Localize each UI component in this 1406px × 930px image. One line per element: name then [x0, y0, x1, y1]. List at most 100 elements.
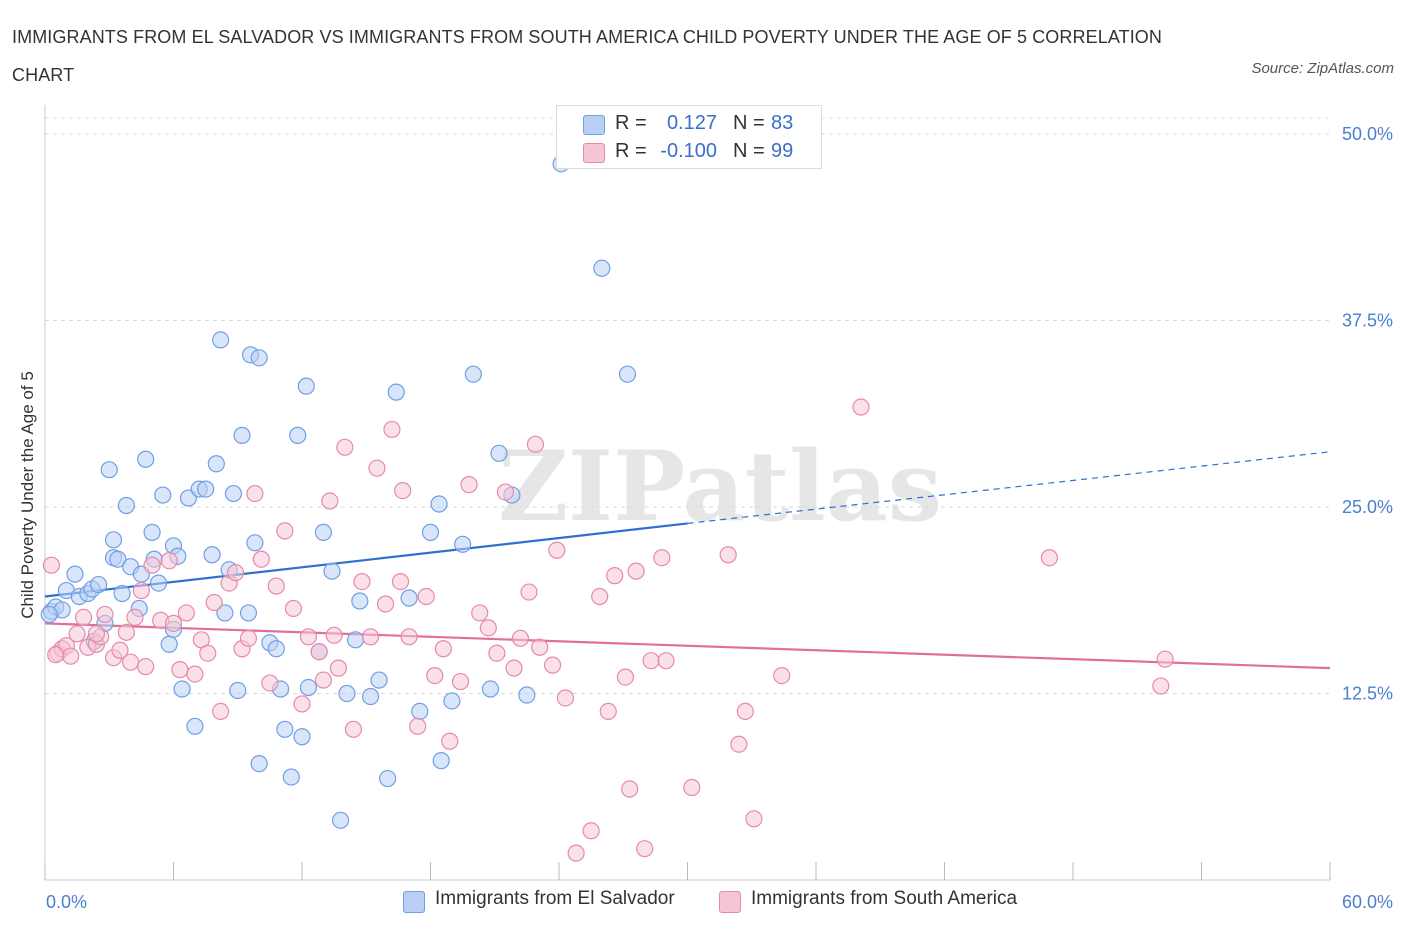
data-point: [47, 646, 65, 664]
data-point: [42, 556, 61, 574]
chart-title: IMMIGRANTS FROM EL SALVADOR VS IMMIGRANT…: [12, 27, 1162, 85]
n-value: 99: [771, 140, 794, 162]
data-point: [1040, 549, 1059, 567]
data-point: [160, 635, 178, 653]
data-points: [40, 155, 1174, 862]
data-point: [89, 575, 108, 594]
data-point: [479, 619, 497, 637]
blue-swatch: [583, 115, 605, 135]
r-label: R =: [615, 140, 647, 162]
data-point: [344, 720, 362, 738]
data-point: [299, 678, 318, 697]
data-point: [379, 769, 397, 788]
r-value: -0.100: [660, 140, 717, 162]
data-point: [338, 684, 356, 703]
data-point: [87, 625, 106, 643]
data-point: [154, 486, 172, 504]
data-point: [657, 652, 675, 670]
data-point: [526, 435, 545, 453]
stats-legend: R = 0.127 N = 83 R = -0.100 N = 99: [556, 105, 822, 169]
data-point: [567, 844, 585, 862]
data-point: [370, 671, 388, 689]
data-point: [441, 732, 459, 750]
trend-line-el-salvador-extension: [687, 451, 1331, 525]
data-point: [111, 641, 129, 659]
y-tick-label: 12.5%: [1342, 684, 1393, 704]
data-point: [421, 523, 440, 541]
n-label: N =: [733, 140, 765, 162]
y-tick-label: 25.0%: [1342, 497, 1393, 517]
data-point: [164, 614, 183, 632]
data-point: [229, 681, 247, 700]
data-point: [261, 674, 279, 692]
pink-swatch: [583, 143, 605, 163]
data-point: [683, 778, 701, 797]
data-point: [400, 589, 418, 607]
data-point: [531, 638, 549, 656]
legend-label: Immigrants from South America: [751, 888, 1018, 909]
data-point: [387, 383, 405, 401]
data-point: [505, 659, 523, 677]
data-point: [171, 661, 189, 679]
data-point: [490, 444, 508, 462]
data-point: [488, 644, 506, 662]
data-point: [736, 702, 754, 721]
data-point: [299, 628, 318, 646]
data-point: [852, 398, 870, 416]
data-point: [297, 377, 315, 395]
data-point: [246, 484, 264, 503]
data-point: [325, 626, 343, 644]
pink-swatch: [719, 891, 741, 913]
n-value: 83: [771, 112, 794, 134]
data-point: [62, 647, 80, 665]
data-point: [250, 755, 268, 773]
data-point: [730, 735, 748, 753]
data-point: [636, 840, 654, 858]
data-point: [411, 702, 429, 721]
data-point: [252, 550, 270, 568]
data-point: [137, 658, 155, 676]
legend-label: Immigrants from El Salvador: [435, 888, 675, 909]
data-point: [556, 689, 575, 707]
data-point: [745, 810, 763, 828]
data-point: [606, 567, 624, 585]
data-point: [346, 631, 365, 649]
data-point: [314, 523, 333, 541]
data-point: [224, 484, 243, 503]
legend-row-el-salvador: R = 0.127 N = 83: [557, 111, 821, 139]
data-point: [321, 492, 339, 510]
data-point: [496, 483, 515, 501]
data-point: [207, 455, 225, 473]
data-point: [376, 595, 395, 613]
data-point: [216, 604, 234, 622]
data-point: [323, 562, 341, 580]
data-point: [599, 702, 617, 721]
data-point: [719, 546, 737, 564]
data-point: [1156, 650, 1174, 668]
data-point: [246, 534, 264, 552]
data-point: [267, 577, 285, 595]
data-point: [653, 549, 671, 567]
data-point: [205, 593, 223, 612]
data-point: [149, 574, 168, 592]
data-point: [267, 640, 285, 658]
data-point: [282, 768, 300, 786]
data-point: [233, 426, 251, 444]
data-point: [642, 652, 660, 670]
data-point: [518, 686, 536, 704]
data-point: [593, 259, 611, 277]
data-point: [336, 438, 354, 456]
y-tick-label: 50.0%: [1342, 124, 1393, 144]
gridlines: [45, 117, 1330, 694]
data-point: [212, 702, 230, 721]
data-point: [314, 671, 333, 689]
data-point: [368, 459, 386, 477]
data-point: [582, 822, 600, 840]
data-point: [383, 420, 401, 439]
data-point: [186, 665, 204, 683]
data-point: [520, 583, 538, 601]
data-point: [117, 623, 135, 641]
data-point: [616, 668, 634, 686]
data-point: [160, 552, 178, 570]
